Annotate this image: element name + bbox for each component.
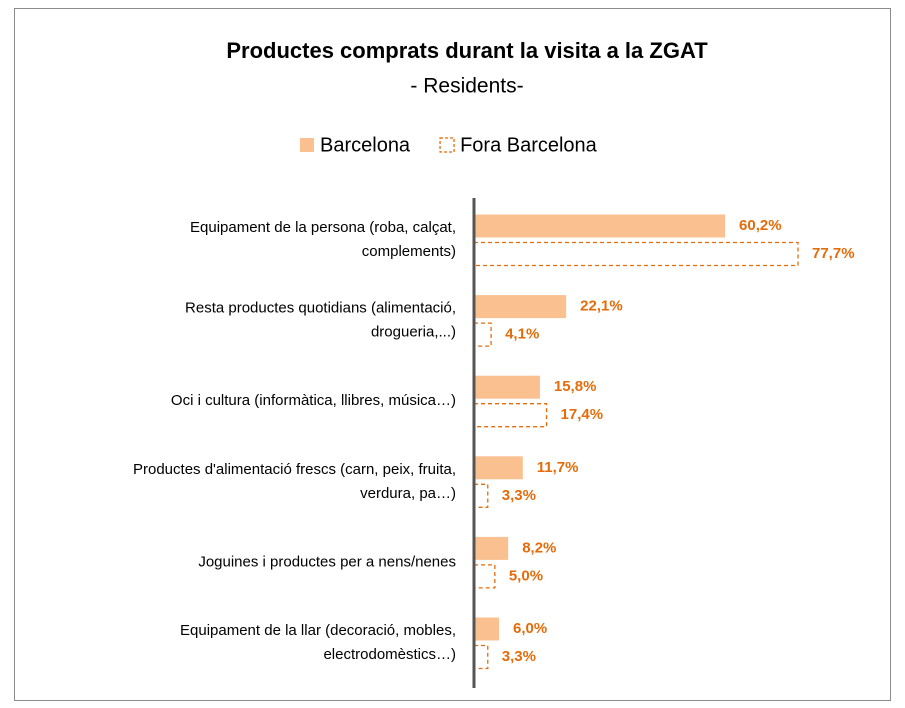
bar (473, 403, 548, 428)
legend-label: Barcelona (320, 134, 411, 156)
category-label: complements) (362, 243, 456, 260)
bar (474, 536, 509, 560)
category-label: Equipament de la llar (decoració, mobles… (180, 622, 456, 639)
category-label: Equipament de la persona (roba, calçat, (190, 219, 456, 236)
value-label: 6,0% (513, 620, 547, 637)
value-label: 3,3% (502, 487, 536, 504)
chart-subtitle: - Residents- (410, 75, 523, 98)
value-label: 22,1% (580, 298, 623, 315)
category-label: drogueria,...) (371, 324, 456, 341)
chart-title: Productes comprats durant la visita a la… (226, 38, 708, 63)
value-label: 5,0% (509, 567, 543, 584)
category-label: electrodomèstics…) (323, 646, 456, 663)
bar (474, 617, 500, 641)
category-label: Resta productes quotidians (alimentació, (185, 300, 456, 317)
value-label: 17,4% (561, 406, 604, 423)
bar (474, 456, 523, 480)
bar (473, 644, 489, 670)
value-label: 11,7% (537, 459, 579, 476)
value-label: 15,8% (554, 378, 597, 395)
bar (473, 564, 496, 589)
bar (474, 295, 567, 319)
bar (474, 214, 726, 238)
chart-frame (14, 8, 891, 701)
value-label: 3,3% (502, 648, 536, 665)
legend-label: Fora Barcelona (460, 134, 598, 156)
bar (474, 375, 540, 399)
category-label: verdura, pa…) (360, 485, 456, 502)
legend-swatch (300, 138, 314, 152)
value-label: 77,7% (812, 245, 855, 262)
legend-swatch (439, 137, 455, 153)
bar (473, 322, 492, 347)
category-label: Productes d'alimentació frescs (carn, pe… (133, 461, 456, 478)
value-label: 8,2% (522, 539, 556, 556)
bar (473, 483, 489, 508)
category-label: Joguines i productes per a nens/nenes (198, 553, 456, 570)
value-label: 60,2% (739, 217, 782, 234)
category-label: Oci i cultura (informàtica, llibres, mús… (171, 392, 456, 409)
value-label: 4,1% (505, 326, 539, 343)
